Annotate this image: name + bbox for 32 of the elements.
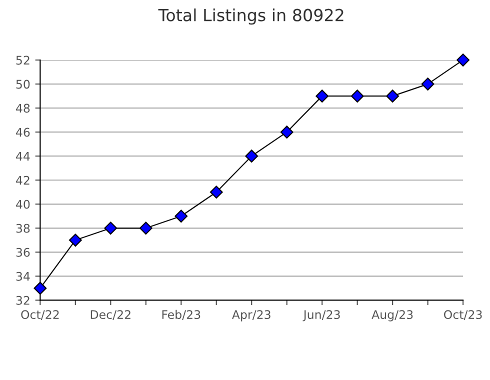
x-tick-label: Oct/23 [444, 310, 482, 320]
point [280, 126, 294, 139]
y-tick-label: 32 [16, 296, 30, 305]
y-tick-label: 46 [16, 128, 30, 137]
point [34, 282, 47, 295]
point [210, 186, 223, 199]
point [386, 90, 400, 103]
point [456, 54, 470, 66]
y-tick-label: 52 [16, 56, 30, 65]
point [174, 210, 188, 223]
y-tick-label: 48 [16, 104, 30, 113]
x-tick-label: Jun/23 [302, 310, 340, 322]
point [245, 150, 258, 163]
x-tick-label: Oct/22 [21, 310, 59, 320]
point [316, 90, 329, 103]
point [139, 222, 152, 235]
x-tick-label: Feb/23 [162, 310, 200, 320]
y-tick-label: 38 [16, 224, 30, 233]
chart-title: Total Listings in 80922 [158, 8, 344, 25]
y-tick-label: 36 [16, 248, 30, 257]
point [350, 90, 364, 103]
x-tick-label: Dec/22 [90, 310, 130, 320]
point [421, 78, 434, 91]
point [104, 222, 118, 235]
y-tick-label: 40 [16, 200, 30, 209]
point [68, 234, 82, 247]
y-tick-label: 50 [16, 80, 30, 89]
y-tick-label: 44 [16, 152, 30, 161]
x-tick-label: Aug/23 [372, 310, 413, 322]
y-tick-label: 34 [16, 272, 30, 281]
y-tick-label: 42 [16, 176, 30, 185]
x-tick-label: Apr/23 [232, 310, 270, 322]
